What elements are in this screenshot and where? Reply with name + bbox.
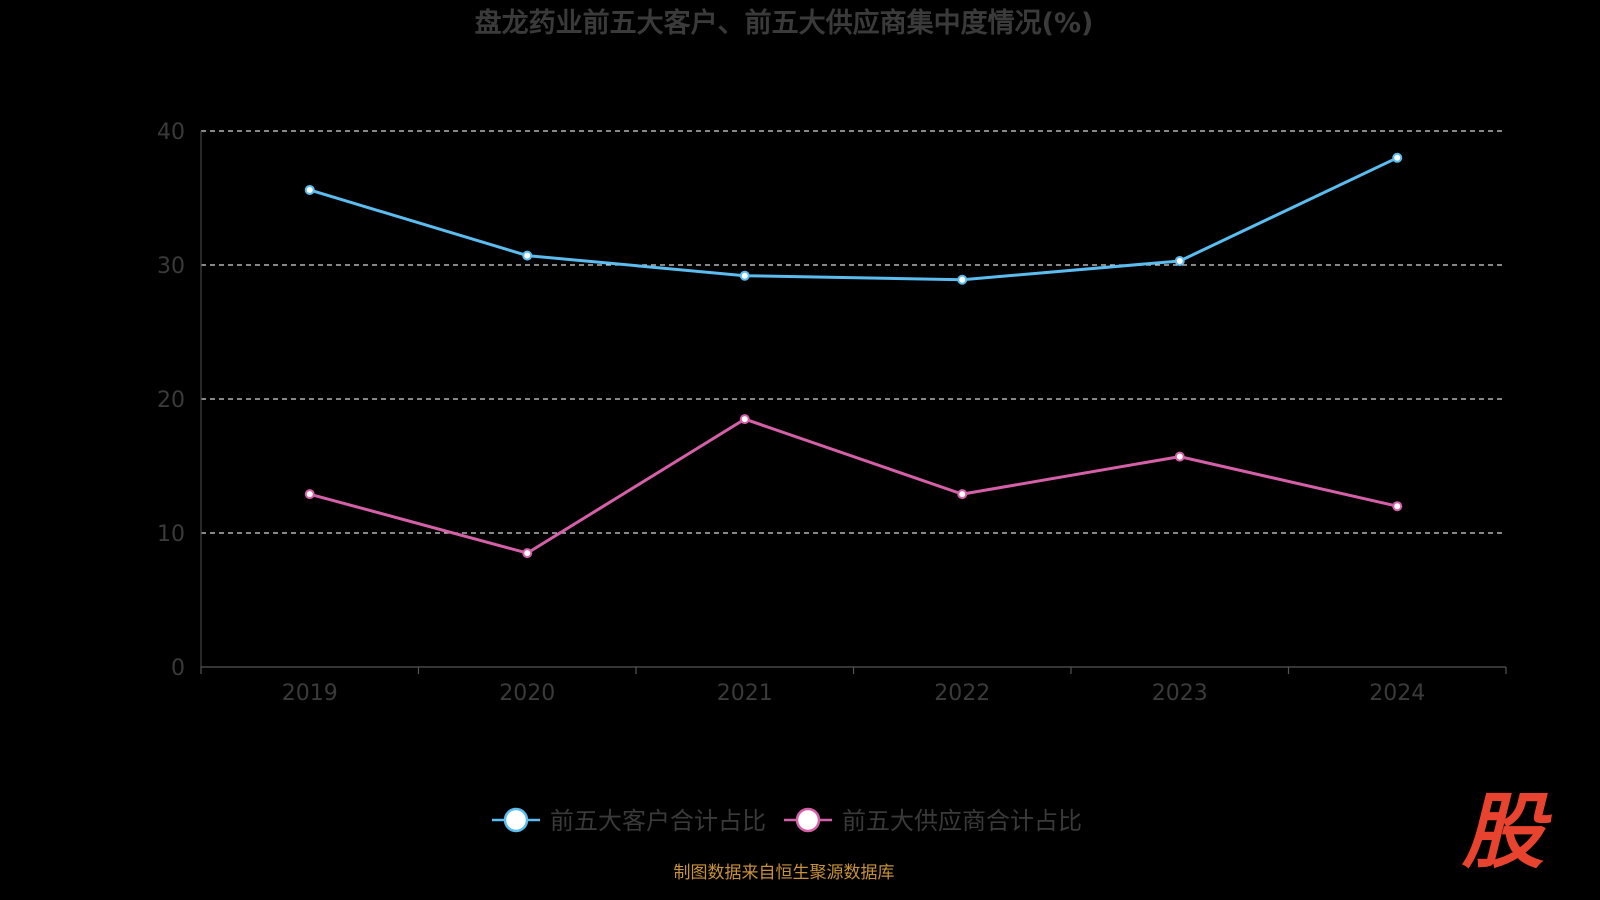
y-tick-label: 10: [157, 522, 185, 547]
line-chart: 盘龙药业前五大客户、前五大供应商集中度情况(%) 0 10 20 30 40 2019 20…: [157, 7, 1552, 882]
legend-marker[interactable]: [503, 807, 529, 833]
chart-title: 盘龙药业前五大客户、前五大供应商集中度情况(%): [475, 7, 1094, 39]
y-tick-label: 0: [171, 656, 185, 681]
series-line-1: [309, 156, 1398, 282]
series: [304, 152, 1403, 559]
legend-label[interactable]: 前五大客户合计占比: [550, 807, 766, 835]
legend-marker[interactable]: [795, 807, 821, 833]
x-tick-label: 2022: [934, 681, 990, 706]
data-point: [739, 414, 750, 425]
y-tick-label: 20: [157, 388, 185, 413]
legend[interactable]: 前五大客户合计占比 前五大供应商合计占比: [492, 807, 1082, 835]
y-tick-label: 40: [157, 120, 185, 145]
x-tick-label: 2024: [1369, 681, 1425, 706]
axes: 0 10 20 30 40 2019 2020 2021 2022 2023 2024: [157, 120, 1507, 706]
x-tick-label: 2021: [717, 681, 773, 706]
data-point: [739, 270, 750, 281]
data-point: [522, 548, 533, 559]
data-point: [304, 489, 315, 500]
data-point: [957, 274, 968, 285]
x-tick-label: 2023: [1152, 681, 1208, 706]
watermark-logo: 股: [1461, 785, 1552, 880]
y-tick-label: 30: [157, 254, 185, 279]
data-point: [1392, 501, 1403, 512]
x-tick-label: 2019: [282, 681, 338, 706]
x-tick-label: 2020: [499, 681, 555, 706]
source-note: 制图数据来自恒生聚源数据库: [674, 863, 895, 882]
data-point: [1174, 255, 1185, 266]
data-point: [957, 489, 968, 500]
data-point: [304, 184, 315, 195]
data-point: [522, 250, 533, 261]
data-point: [1174, 451, 1185, 462]
series-line-2: [309, 417, 1398, 555]
data-point: [1392, 152, 1403, 163]
legend-label[interactable]: 前五大供应商合计占比: [842, 807, 1082, 835]
grid-lines: [201, 130, 1506, 534]
